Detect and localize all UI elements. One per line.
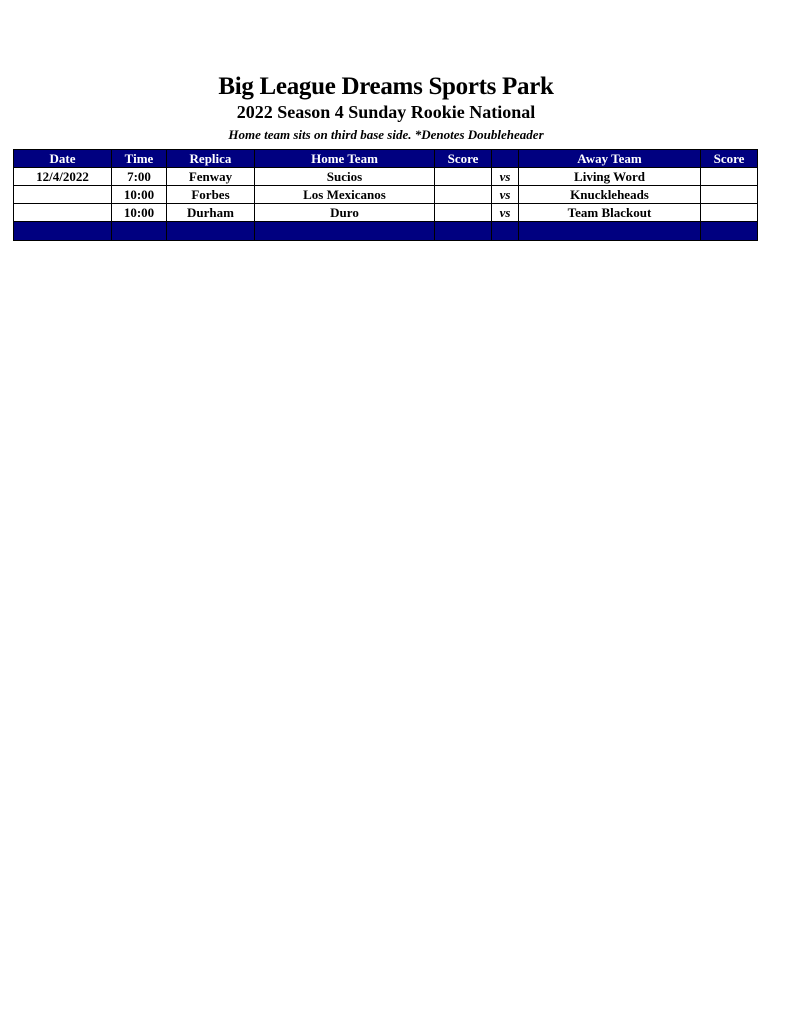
table-row: 10:00 Durham Duro vs Team Blackout bbox=[13, 203, 758, 222]
time-cell: 10:00 bbox=[111, 203, 167, 222]
time-cell: 7:00 bbox=[111, 167, 167, 186]
date-cell: 12/4/2022 bbox=[13, 167, 112, 186]
footer-cell bbox=[491, 221, 519, 241]
away-score-cell bbox=[700, 185, 758, 204]
time-cell: 10:00 bbox=[111, 185, 167, 204]
home-team-cell: Duro bbox=[254, 203, 435, 222]
column-header-away-team: Away Team bbox=[518, 149, 701, 168]
column-header-date: Date bbox=[13, 149, 112, 168]
column-header-home-team: Home Team bbox=[254, 149, 435, 168]
home-score-cell bbox=[434, 203, 492, 222]
table-footer-row bbox=[13, 221, 758, 241]
home-score-cell bbox=[434, 167, 492, 186]
replica-cell: Forbes bbox=[166, 185, 255, 204]
vs-cell: vs bbox=[491, 167, 519, 186]
column-header-vs bbox=[491, 149, 519, 168]
schedule-note: Home team sits on third base side. *Deno… bbox=[228, 127, 544, 142]
footer-cell bbox=[166, 221, 255, 241]
replica-cell: Fenway bbox=[166, 167, 255, 186]
footer-cell bbox=[13, 221, 112, 241]
column-header-replica: Replica bbox=[166, 149, 255, 168]
away-score-cell bbox=[700, 167, 758, 186]
footer-cell bbox=[700, 221, 758, 241]
home-team-cell: Sucios bbox=[254, 167, 435, 186]
replica-cell: Durham bbox=[166, 203, 255, 222]
footer-cell bbox=[254, 221, 435, 241]
footer-cell bbox=[518, 221, 701, 241]
table-row: 12/4/2022 7:00 Fenway Sucios vs Living Word bbox=[13, 167, 758, 186]
date-cell bbox=[13, 203, 112, 222]
column-header-time: Time bbox=[111, 149, 167, 168]
away-team-cell: Knuckleheads bbox=[518, 185, 701, 204]
home-team-cell: Los Mexicanos bbox=[254, 185, 435, 204]
page-subtitle: 2022 Season 4 Sunday Rookie National bbox=[236, 102, 536, 122]
page-title: Big League Dreams Sports Park bbox=[218, 73, 554, 100]
home-score-cell bbox=[434, 185, 492, 204]
date-cell bbox=[13, 185, 112, 204]
vs-cell: vs bbox=[491, 185, 519, 204]
schedule-table: Date Time Replica Home Team Score Away T… bbox=[13, 149, 758, 241]
away-score-cell bbox=[700, 203, 758, 222]
vs-cell: vs bbox=[491, 203, 519, 222]
table-header-row: Date Time Replica Home Team Score Away T… bbox=[13, 149, 758, 168]
column-header-home-score: Score bbox=[434, 149, 492, 168]
table-row: 10:00 Forbes Los Mexicanos vs Knuckleheads bbox=[13, 185, 758, 204]
column-header-away-score: Score bbox=[700, 149, 758, 168]
away-team-cell: Team Blackout bbox=[518, 203, 701, 222]
away-team-cell: Living Word bbox=[518, 167, 701, 186]
footer-cell bbox=[434, 221, 492, 241]
footer-cell bbox=[111, 221, 167, 241]
